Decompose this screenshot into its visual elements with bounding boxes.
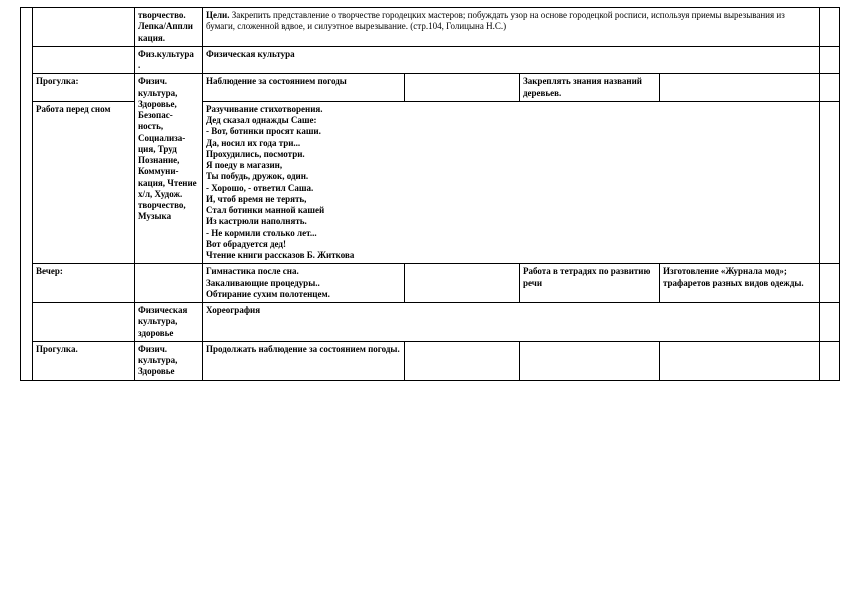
cell-content: Физическая культура	[203, 46, 820, 74]
cell	[660, 74, 820, 102]
cell-content: Изготовление «Журнала мод»; трафаретов р…	[660, 264, 820, 303]
cell	[33, 8, 135, 47]
cell-goals: Цели. Закрепить представление о творчест…	[203, 8, 820, 47]
planning-table: творчество.Лепка/Аппликация. Цели. Закре…	[20, 7, 840, 381]
cell	[820, 8, 840, 47]
cell-subject: Физич. культура, Здоровье	[135, 341, 203, 380]
table-row: Физ.культура. Физическая культура	[21, 46, 840, 74]
cell-subject: Физ.культура.	[135, 46, 203, 74]
cell	[33, 46, 135, 74]
table-row: Прогулка: Физич. культура, Здоровье, Без…	[21, 74, 840, 102]
cell-section: Работа перед сном	[33, 101, 135, 264]
cell-subject: Физическая культура, здоровье	[135, 303, 203, 342]
cell-content: Разучивание стихотворения.Дед сказал одн…	[203, 101, 820, 264]
cell-section: Прогулка.	[33, 341, 135, 380]
cell-section: Прогулка:	[33, 74, 135, 102]
cell-section: Вечер:	[33, 264, 135, 303]
cell	[405, 341, 520, 380]
cell-content: Закреплять знания названий деревьев.	[520, 74, 660, 102]
cell	[660, 341, 820, 380]
table-row: Прогулка. Физич. культура, Здоровье Прод…	[21, 341, 840, 380]
cell	[820, 341, 840, 380]
cell-spacer	[21, 8, 33, 381]
cell	[820, 264, 840, 303]
cell-subject: творчество.Лепка/Аппликация.	[135, 8, 203, 47]
cell-content: Наблюдение за состоянием погоды	[203, 74, 405, 102]
table-row: Физическая культура, здоровье Хореографи…	[21, 303, 840, 342]
cell	[820, 101, 840, 264]
cell	[405, 264, 520, 303]
cell	[820, 303, 840, 342]
cell	[135, 264, 203, 303]
cell-subject: Физич. культура, Здоровье, Безопас-ность…	[135, 74, 203, 264]
table-row: творчество.Лепка/Аппликация. Цели. Закре…	[21, 8, 840, 47]
cell-content: Работа в тетрадях по развитию речи	[520, 264, 660, 303]
text-goals: Закрепить представление о творчестве гор…	[206, 10, 785, 31]
cell	[33, 303, 135, 342]
table-row: Вечер: Гимнастика после сна.Закаливающие…	[21, 264, 840, 303]
cell	[520, 341, 660, 380]
cell	[405, 74, 520, 102]
cell-content: Гимнастика после сна.Закаливающие процед…	[203, 264, 405, 303]
cell	[820, 74, 840, 102]
cell-content: Продолжать наблюдение за состоянием пого…	[203, 341, 405, 380]
cell-content: Хореография	[203, 303, 820, 342]
cell	[820, 46, 840, 74]
label-goals: Цели.	[206, 10, 232, 20]
